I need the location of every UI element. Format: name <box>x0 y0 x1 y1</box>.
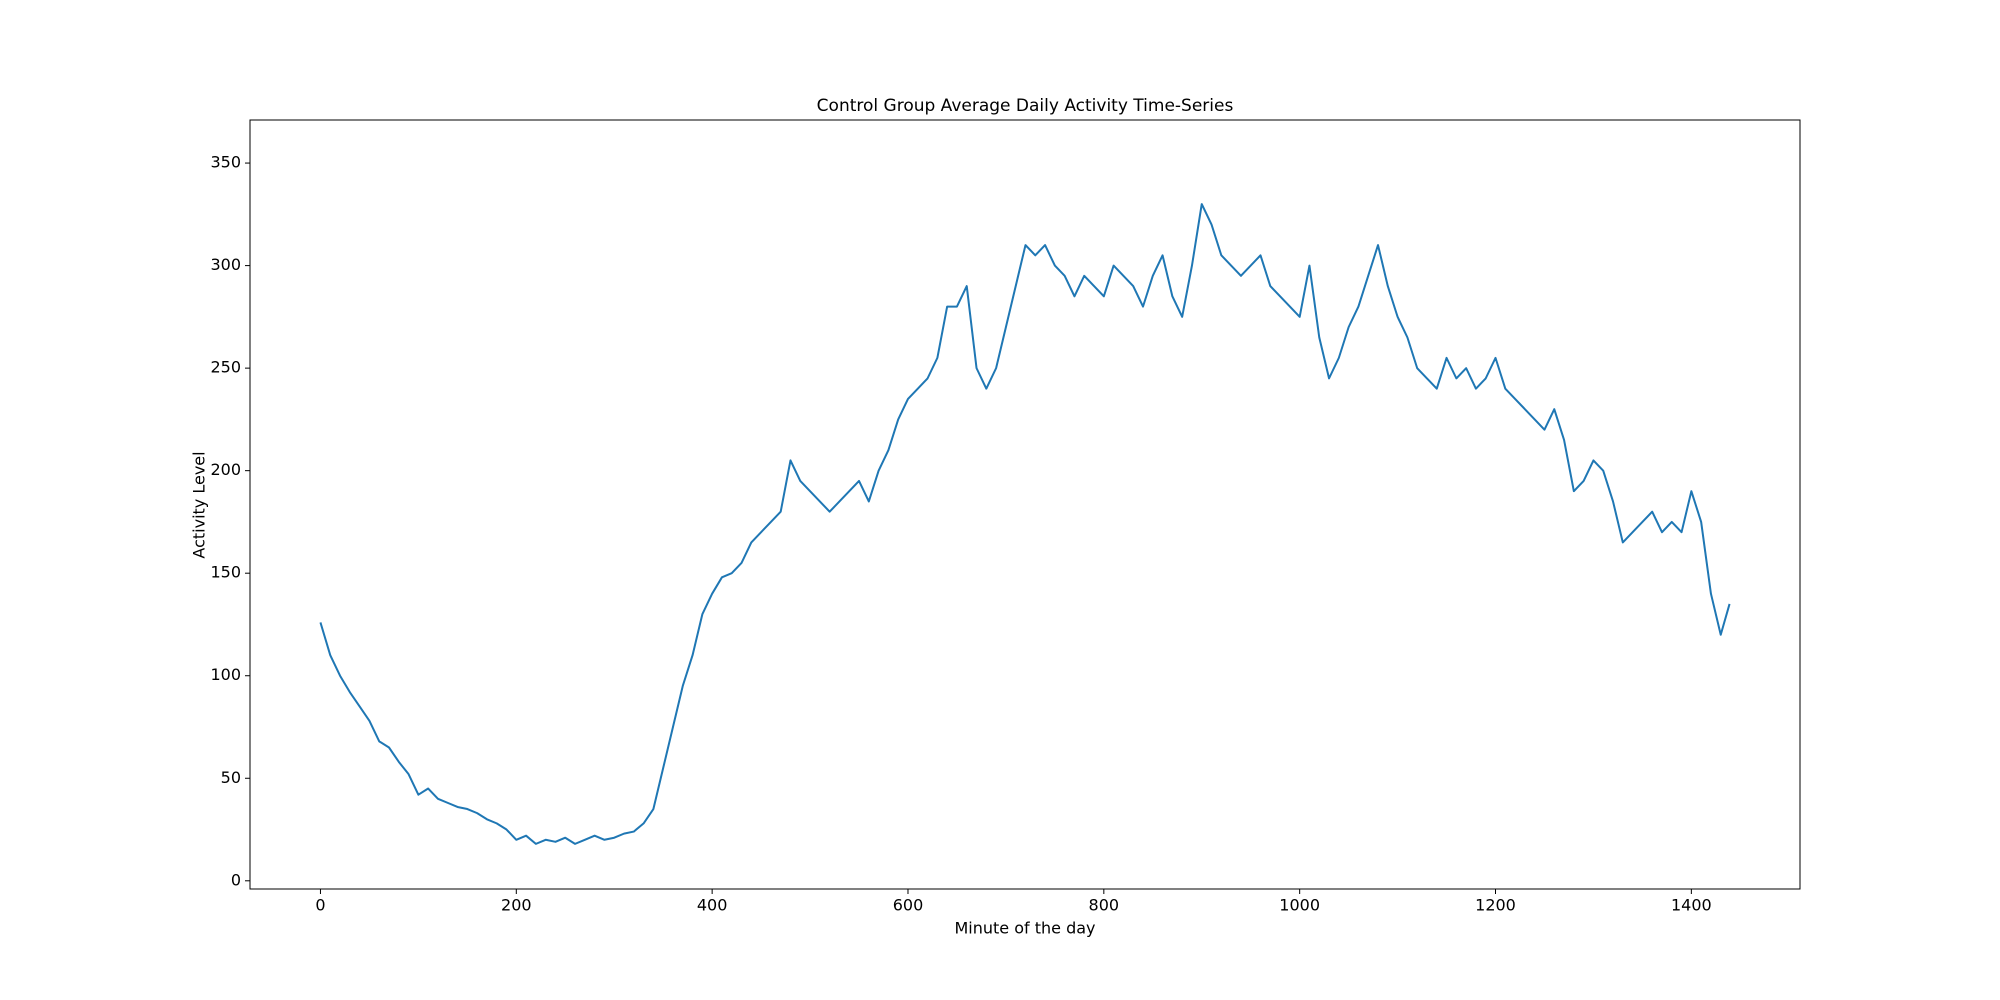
x-tick-label: 400 <box>697 896 728 915</box>
x-tick-label: 0 <box>315 896 325 915</box>
chart-title: Control Group Average Daily Activity Tim… <box>817 96 1234 116</box>
y-tick-label: 250 <box>210 358 241 377</box>
y-tick-label: 50 <box>221 768 241 787</box>
x-tick-label: 1400 <box>1671 896 1712 915</box>
x-tick-label: 200 <box>501 896 532 915</box>
x-tick-label: 1000 <box>1279 896 1320 915</box>
y-tick-label: 150 <box>210 563 241 582</box>
y-tick-label: 350 <box>210 153 241 172</box>
y-tick-label: 300 <box>210 255 241 274</box>
x-axis-label: Minute of the day <box>954 919 1095 938</box>
x-tick-label: 800 <box>1089 896 1120 915</box>
y-tick-label: 100 <box>210 665 241 684</box>
data-line <box>319 203 1731 845</box>
x-tick-label: 600 <box>893 896 924 915</box>
y-axis-label: Activity Level <box>190 451 209 558</box>
x-tick-label: 1200 <box>1475 896 1516 915</box>
y-tick-label: 200 <box>210 460 241 479</box>
y-tick-label: 0 <box>231 870 241 889</box>
plot-frame <box>249 119 1801 890</box>
